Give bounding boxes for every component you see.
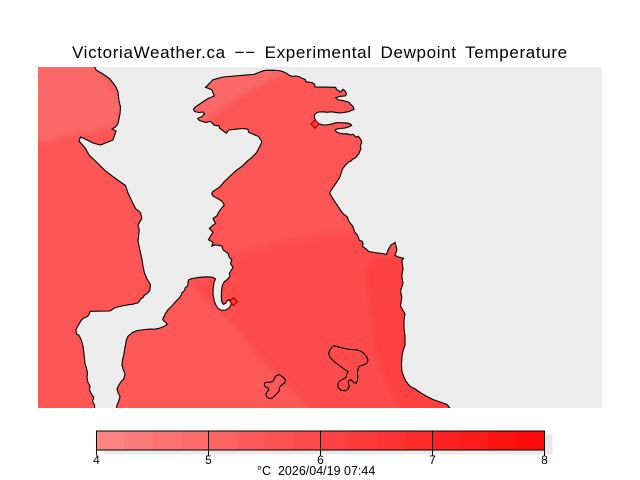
svg-text:6: 6 <box>317 453 324 467</box>
svg-text:7: 7 <box>429 453 436 467</box>
svg-text:4: 4 <box>93 453 100 467</box>
svg-text:8: 8 <box>541 453 548 467</box>
svg-text:5: 5 <box>205 453 212 467</box>
